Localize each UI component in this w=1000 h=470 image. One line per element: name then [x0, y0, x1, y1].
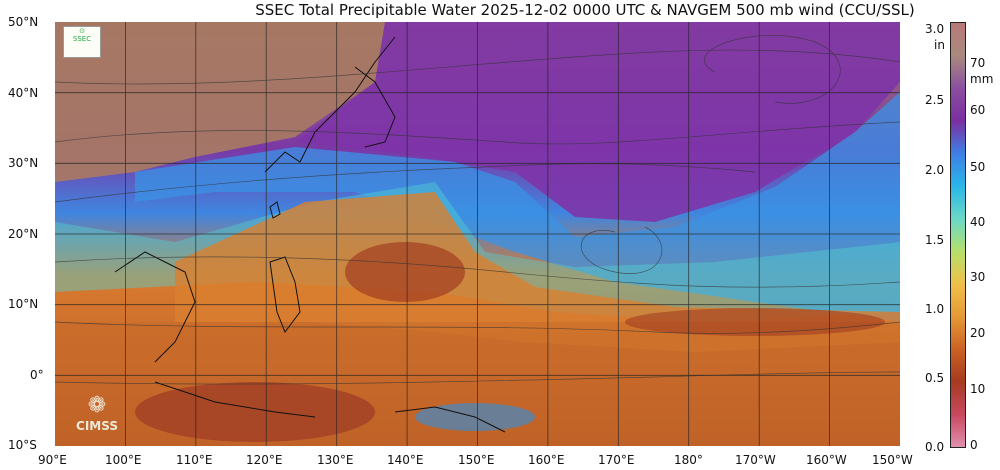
lat-label-50n: 50°N: [8, 15, 39, 29]
tpw-map-canvas: [55, 22, 900, 446]
lon-label-130e: 130°E: [317, 453, 354, 467]
lon-label-170w: 170°W: [735, 453, 776, 467]
tpw-map: [55, 22, 900, 446]
colorbar-tick-mm-50: 50: [970, 160, 986, 174]
colorbar-tick-mm-70: 70: [970, 56, 986, 70]
lon-label-90e: 90°E: [38, 453, 67, 467]
lat-label-30n: 30°N: [8, 156, 39, 170]
colorbar-tick-in-2.5: 2.5: [925, 93, 945, 107]
colorbar-unit-mm: mm: [970, 72, 994, 86]
cimss-label: CIMSS: [76, 419, 118, 433]
colorbar-tick-mm-40: 40: [970, 215, 986, 229]
lon-label-140e: 140°E: [387, 453, 424, 467]
colorbar-tick-in-0.5: 0.5: [925, 371, 945, 385]
colorbar-tick-mm-10: 10: [970, 382, 986, 396]
lon-label-180: 180°: [674, 453, 703, 467]
colorbar-unit-in: in: [934, 38, 945, 52]
lat-label-10n: 10°N: [8, 297, 39, 311]
colorbar-tick-mm-60: 60: [970, 103, 986, 117]
colorbar-tick-mm-0: 0: [970, 438, 978, 452]
coastlines: [114, 36, 506, 433]
noaa-logo: ⊙ SSEC: [63, 26, 101, 58]
graticule: [55, 22, 900, 446]
colorbar-tick-mm-20: 20: [970, 326, 986, 340]
colorbar-tick-in-1.5: 1.5: [925, 233, 945, 247]
colorbar-tick-in-1.0: 1.0: [925, 302, 945, 316]
wind-streamlines: [55, 35, 900, 385]
lon-label-160w: 160°W: [806, 453, 847, 467]
map-title: SSEC Total Precipitable Water 2025-12-02…: [255, 1, 915, 19]
colorbar-tick-in-3.0: 3.0: [925, 22, 945, 36]
lat-label-0: 0°: [30, 368, 44, 382]
lon-label-170e: 170°E: [598, 453, 635, 467]
lon-label-150w: 150°W: [872, 453, 913, 467]
lon-label-150e: 150°E: [458, 453, 495, 467]
lat-label-10s: 10°S: [8, 438, 37, 452]
cimss-logo: ❁ CIMSS: [60, 393, 134, 443]
lon-label-160e: 160°E: [528, 453, 565, 467]
lon-label-100e: 100°E: [105, 453, 142, 467]
lat-label-20n: 20°N: [8, 227, 39, 241]
lon-label-120e: 120°E: [246, 453, 283, 467]
lon-label-110e: 110°E: [176, 453, 213, 467]
colorbar-tick-mm-30: 30: [970, 270, 986, 284]
lat-label-40n: 40°N: [8, 86, 39, 100]
colorbar: [950, 22, 966, 448]
colorbar-tick-in-2.0: 2.0: [925, 163, 945, 177]
colorbar-tick-in-0.0: 0.0: [925, 440, 945, 454]
